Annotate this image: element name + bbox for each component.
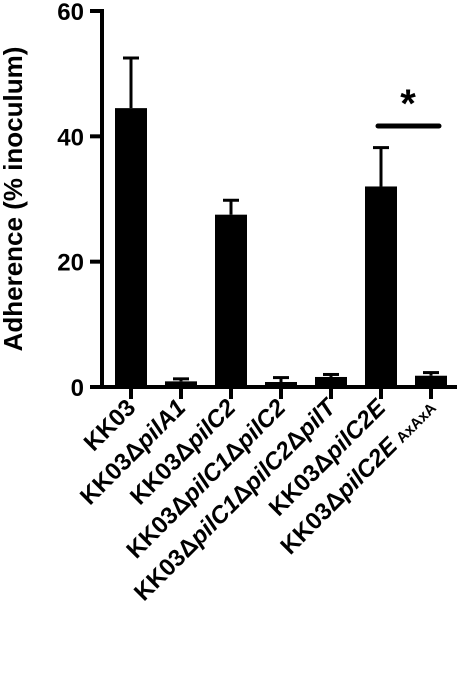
bar (215, 214, 247, 387)
significance-annotation: * (375, 82, 442, 129)
bar (315, 376, 347, 387)
bar (365, 186, 397, 387)
y-ticks: 0 20 40 60 (57, 0, 102, 402)
error-bars (123, 56, 439, 382)
bar (415, 375, 447, 387)
bars (115, 108, 447, 387)
x-tick-label-subscript: AxAxA (393, 400, 440, 447)
y-tick-label: 20 (57, 250, 84, 277)
y-tick-label: 60 (57, 0, 84, 26)
y-tick-label: 0 (71, 375, 84, 402)
x-tick-labels: KK03KK03ΔpilA1KK03ΔpilC2KK03ΔpilC1ΔpilC2… (75, 392, 440, 606)
y-axis-label-group: Adherence (% inoculum) (0, 47, 28, 352)
bar (265, 381, 297, 387)
significance-star: * (400, 82, 416, 126)
y-tick-label: 40 (57, 124, 84, 151)
axes (100, 9, 457, 399)
bar (165, 381, 197, 387)
y-axis-label: Adherence (% inoculum) (0, 47, 28, 352)
bar (115, 108, 147, 387)
